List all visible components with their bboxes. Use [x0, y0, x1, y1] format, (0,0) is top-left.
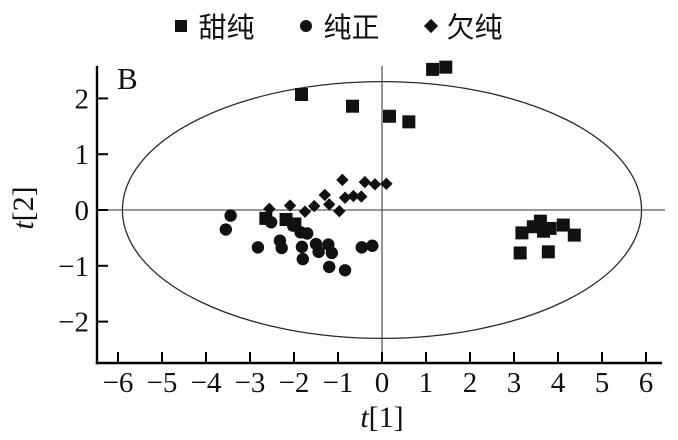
data-point-circle [323, 260, 336, 274]
data-point-diamond [336, 173, 349, 187]
legend-label-qianchun: 欠纯 [446, 13, 503, 44]
legend-item-qianchun: 欠纯 [423, 6, 503, 46]
data-point-square [294, 87, 308, 101]
data-point-diamond [318, 188, 331, 202]
y-tick-label: −2 [58, 307, 89, 339]
panel-label: B [117, 61, 138, 96]
y-axis-title: t[2] [7, 186, 41, 229]
data-point-square [556, 218, 570, 232]
x-axis-title: t[1] [332, 401, 432, 435]
data-point-square [513, 246, 527, 260]
data-point-diamond [358, 175, 372, 189]
data-point-diamond [283, 199, 297, 212]
data-point-circle [295, 240, 309, 254]
x-tick-label: 6 [639, 367, 654, 399]
data-point-square [541, 245, 555, 259]
data-point-square [567, 228, 581, 242]
legend-item-tianchun: 甜纯 [175, 6, 254, 46]
x-tick-label: −5 [147, 367, 178, 399]
data-point-circle [264, 216, 278, 229]
square-marker-icon [175, 20, 188, 32]
data-point-diamond [333, 204, 346, 218]
y-tick-label: 1 [75, 139, 90, 171]
data-point-diamond [355, 190, 368, 203]
x-tick-label: −3 [235, 367, 266, 399]
y-tick-label: 2 [75, 83, 90, 115]
data-point-circle [325, 246, 339, 260]
data-point-square [543, 221, 557, 235]
x-tick-label: 5 [595, 367, 610, 399]
data-point-diamond [380, 177, 393, 190]
y-tick-label: −1 [58, 251, 89, 283]
x-tick-label: 4 [551, 367, 566, 399]
legend: 甜纯 纯正 欠纯 [0, 6, 678, 46]
data-point-circle [338, 264, 352, 277]
data-point-circle [296, 252, 309, 266]
x-tick-label: −6 [103, 367, 134, 399]
y-axis-title-var: t [7, 221, 40, 230]
x-axis-title-component: [1] [368, 401, 404, 434]
x-tick-label: 0 [375, 367, 390, 399]
data-point-circle [366, 239, 379, 252]
data-point-diamond [347, 189, 360, 203]
data-point-diamond [323, 198, 336, 211]
circle-marker-icon [300, 20, 313, 32]
data-point-circle [301, 227, 314, 240]
x-tick-label: −2 [279, 367, 310, 399]
data-point-square [402, 115, 416, 129]
x-tick-label: −4 [191, 367, 222, 399]
data-point-circle [224, 209, 237, 222]
data-point-square [346, 99, 360, 113]
data-point-diamond [338, 191, 352, 204]
data-point-circle [355, 241, 368, 254]
data-point-diamond [298, 205, 312, 218]
data-point-square [439, 60, 453, 74]
legend-item-chunzheng: 纯正 [300, 6, 380, 46]
data-point-square [515, 226, 529, 240]
data-point-square [382, 109, 396, 123]
legend-label-tianchun: 甜纯 [198, 13, 255, 44]
y-axis-title-component: [2] [7, 186, 40, 222]
data-point-circle [312, 245, 325, 259]
data-point-diamond [368, 178, 382, 191]
x-tick-label: −1 [323, 367, 354, 399]
data-point-circle [219, 223, 232, 236]
x-tick-label: 2 [463, 367, 478, 399]
data-point-square [426, 62, 440, 76]
data-point-circle [251, 241, 265, 254]
x-tick-label: 3 [507, 367, 522, 399]
data-point-diamond [308, 199, 321, 213]
data-point-diamond [263, 202, 276, 216]
legend-label-chunzheng: 纯正 [323, 13, 380, 44]
data-point-circle [275, 241, 288, 255]
x-axis-title-var: t [360, 401, 369, 434]
x-tick-label: 1 [419, 367, 434, 399]
y-tick-label: 0 [75, 195, 90, 227]
